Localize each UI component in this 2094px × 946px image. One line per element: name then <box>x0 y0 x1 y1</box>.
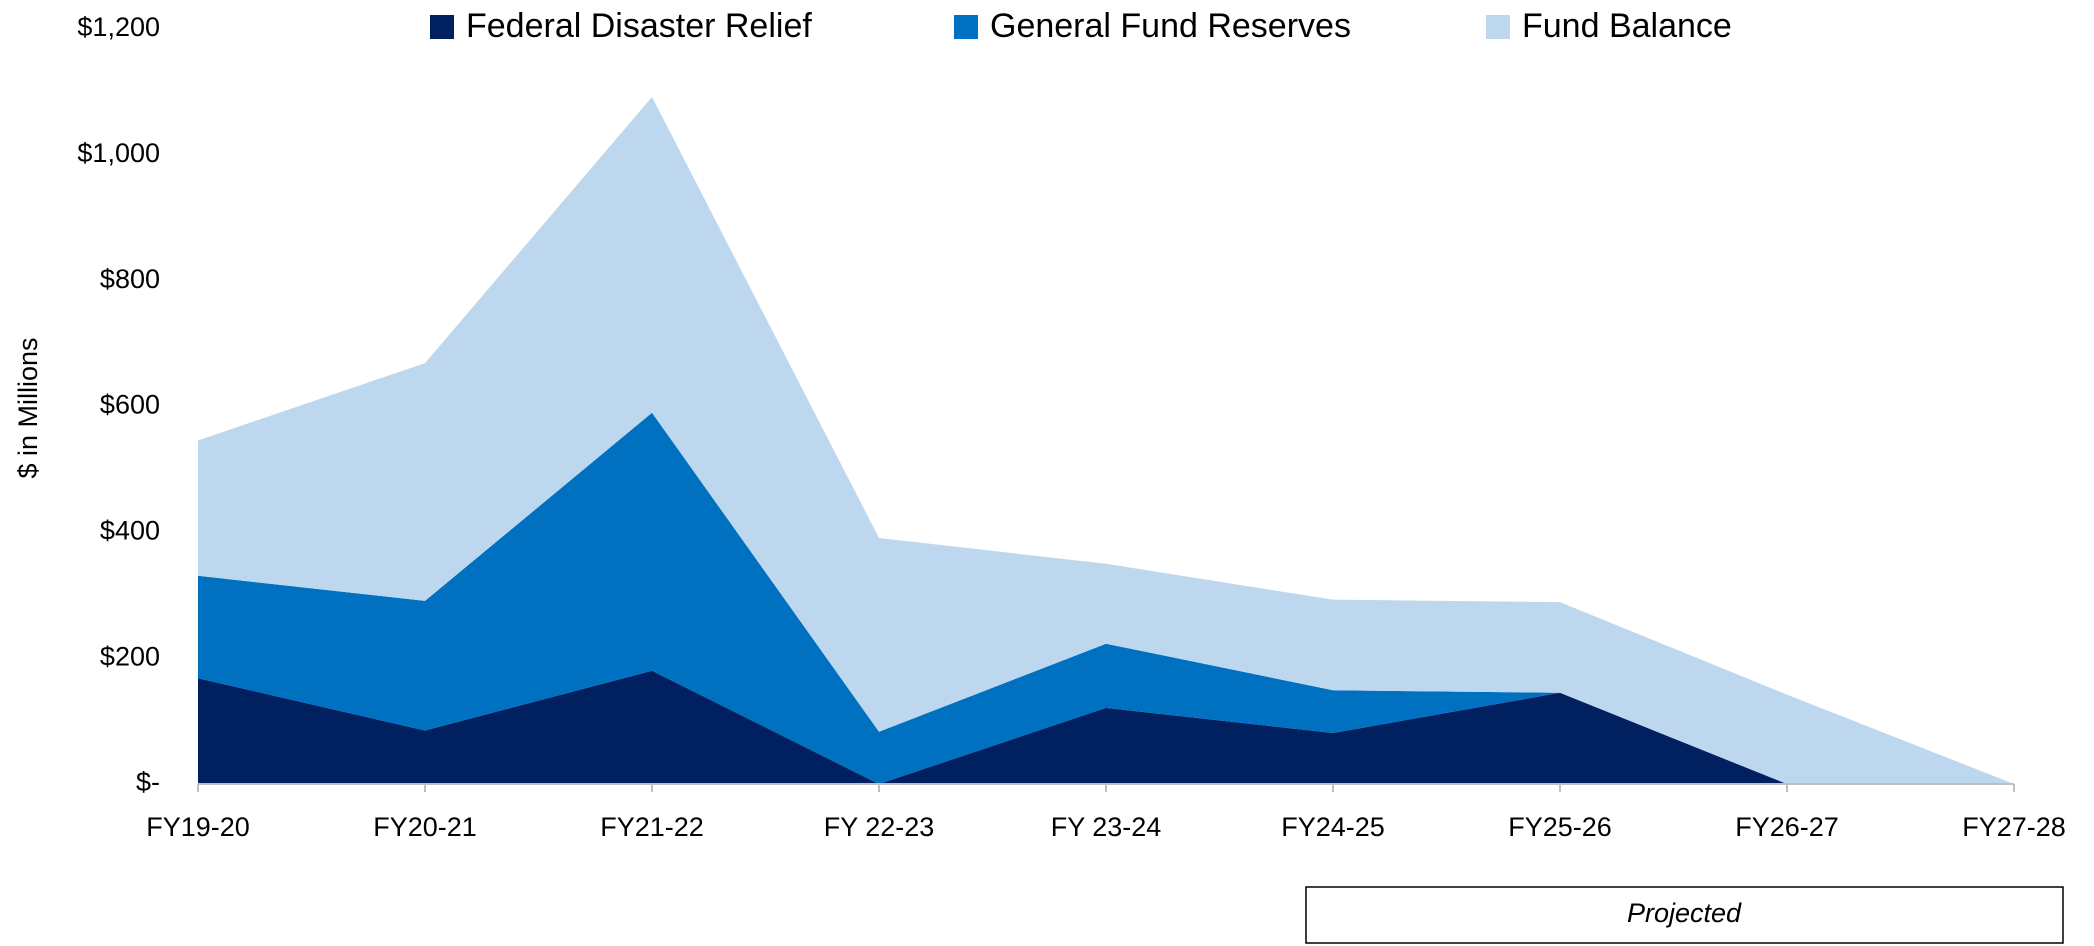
legend-swatch <box>954 15 978 39</box>
legend-label: Fund Balance <box>1522 7 1732 45</box>
area <box>198 96 2014 784</box>
x-tick-label: FY27-28 <box>1962 812 2066 842</box>
area <box>198 670 2014 784</box>
legend-swatch <box>1486 15 1510 39</box>
y-tick-label: $1,000 <box>77 138 160 168</box>
x-tick-label: FY19-20 <box>146 812 250 842</box>
x-tick-label: FY21-22 <box>600 812 704 842</box>
x-tick-label: FY20-21 <box>373 812 477 842</box>
legend-label: Federal Disaster Relief <box>466 7 812 45</box>
x-tick-label: FY26-27 <box>1735 812 1839 842</box>
y-tick-label: $1,200 <box>77 12 160 42</box>
y-tick-label: $600 <box>100 390 160 420</box>
area <box>198 412 2014 784</box>
x-tick-label: FY25-26 <box>1508 812 1612 842</box>
legend-swatch <box>430 15 454 39</box>
legend-label: General Fund Reserves <box>990 7 1351 45</box>
y-tick-label: $800 <box>100 264 160 294</box>
y-tick-label: $400 <box>100 515 160 545</box>
y-tick-label: $- <box>136 767 160 797</box>
annotation: Projected <box>1627 898 1742 928</box>
y-axis-label: $ in Millions <box>13 337 43 478</box>
x-tick-label: FY24-25 <box>1281 812 1385 842</box>
x-tick-label: FY 23-24 <box>1051 812 1162 842</box>
y-tick-label: $200 <box>100 641 160 671</box>
x-tick-label: FY 22-23 <box>824 812 935 842</box>
annotation-box <box>1305 886 2064 944</box>
